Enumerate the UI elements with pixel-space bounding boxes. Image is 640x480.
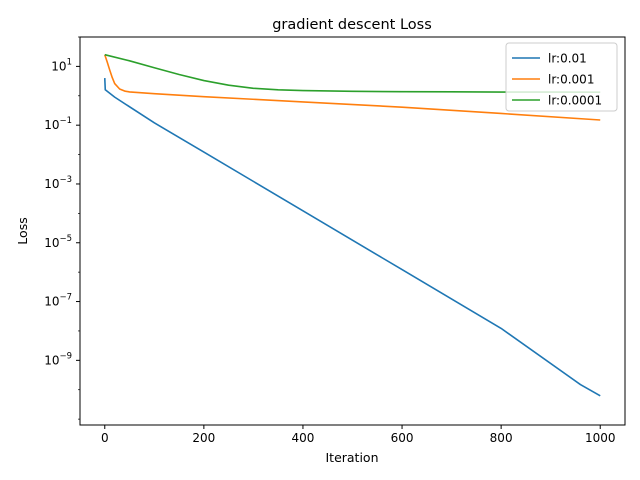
y-axis-ticks: 10−9 10−7 10−5 10−3 10−1 101 (44, 36, 80, 420)
series-line-2 (104, 53, 601, 93)
series-line-0 (103, 78, 601, 397)
x-tick-label: 200 (192, 431, 215, 445)
legend-label: lr:0.001 (548, 73, 594, 87)
series-line-1 (104, 54, 601, 121)
x-tick-label: 600 (391, 431, 414, 445)
y-tick-label: 10−3 (44, 175, 72, 191)
y-tick-label: 101 (51, 57, 72, 73)
legend-label: lr:0.0001 (548, 94, 602, 108)
legend-frame (505, 42, 618, 112)
legend: lr:0.01 lr:0.001 lr:0.0001 (505, 42, 618, 112)
x-tick-label: 0 (101, 431, 109, 445)
y-tick-label: 10−1 (44, 116, 72, 132)
legend-items: lr:0.01 lr:0.001 lr:0.0001 (512, 52, 602, 108)
y-tick-label: 10−7 (44, 293, 72, 309)
chart-title: gradient descent Loss (272, 17, 432, 33)
plot-area (79, 36, 626, 426)
x-axis-ticks: 0 200 400 600 800 1000 (101, 425, 616, 445)
legend-label: lr:0.01 (548, 52, 587, 66)
y-tick-label: 10−5 (44, 234, 72, 250)
x-tick-label: 800 (490, 431, 513, 445)
y-axis-label: Loss (15, 217, 30, 244)
x-tick-label: 400 (292, 431, 315, 445)
x-tick-label: 1000 (585, 431, 616, 445)
x-axis-label: Iteration (325, 450, 378, 465)
series-lines (103, 53, 601, 397)
axes-frame (79, 36, 626, 426)
y-tick-label: 10−9 (44, 351, 72, 367)
